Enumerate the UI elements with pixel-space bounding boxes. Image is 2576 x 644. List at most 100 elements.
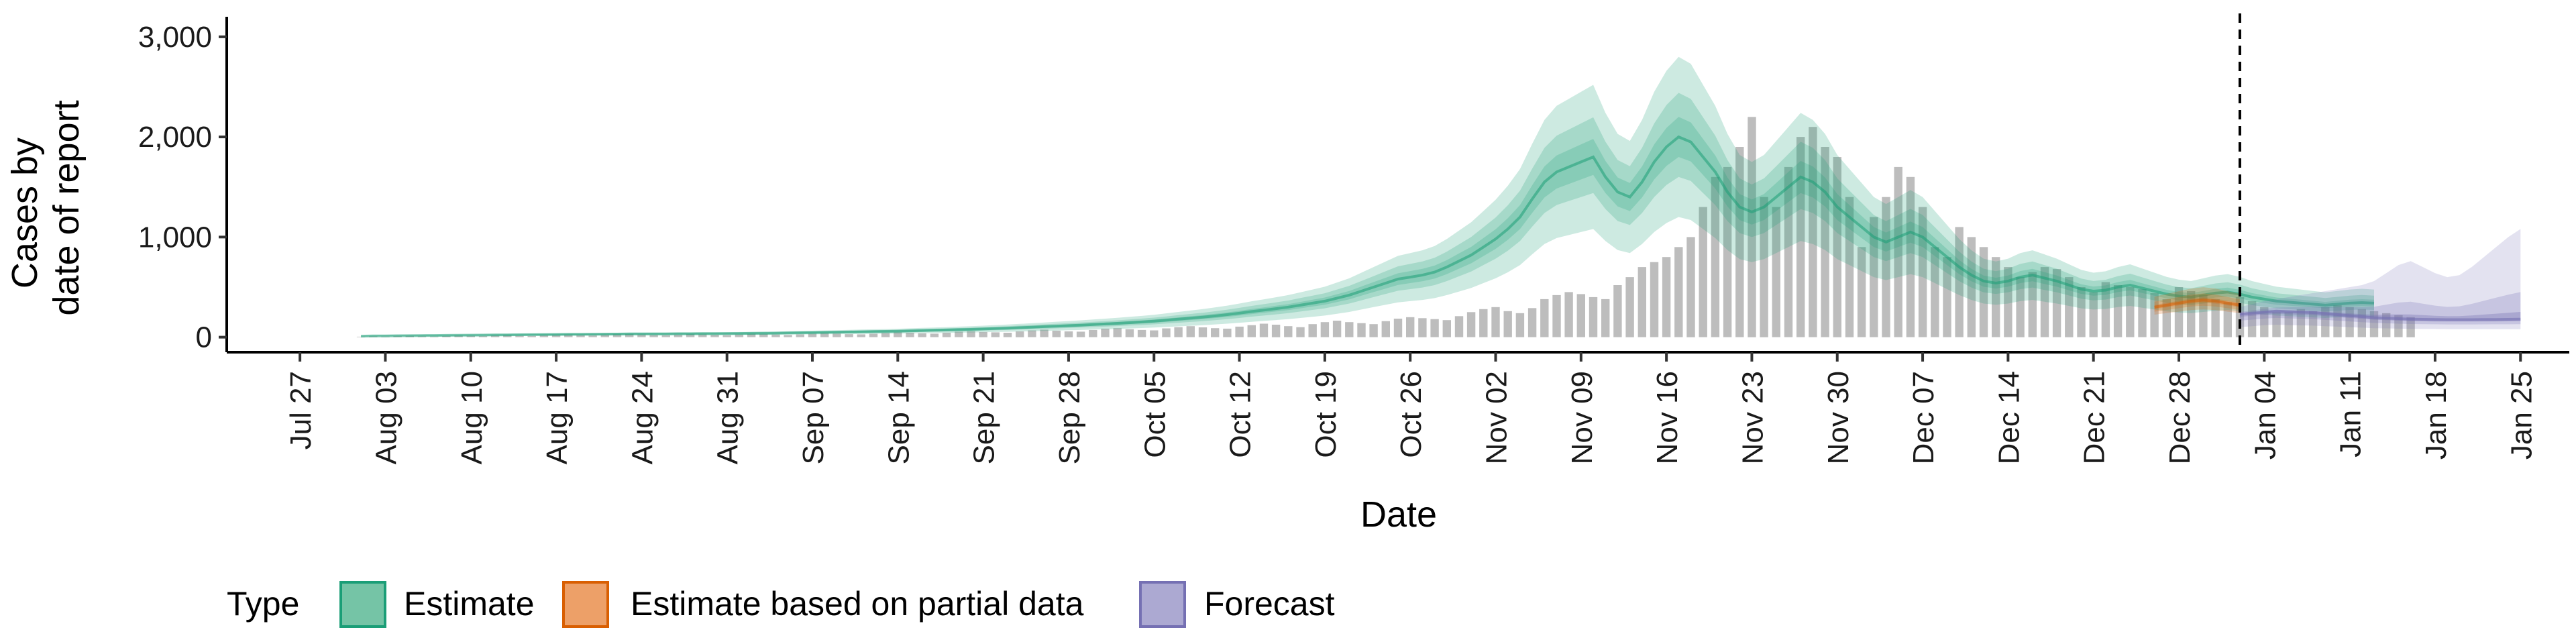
bar-2020-11-15 bbox=[1650, 262, 1659, 337]
bar-2020-09-04 bbox=[771, 334, 780, 337]
bar-2020-09-06 bbox=[796, 334, 804, 337]
x-tick-label: Aug 03 bbox=[370, 371, 402, 464]
bar-2020-09-17 bbox=[930, 333, 939, 337]
bar-2021-01-06 bbox=[2284, 312, 2293, 337]
bar-2020-12-18 bbox=[2052, 269, 2061, 337]
bar-2020-12-04 bbox=[1882, 197, 1890, 337]
x-tick-label: Jan 25 bbox=[2505, 371, 2538, 460]
y-axis-ticks: 0 1,000 2,000 3,000 bbox=[138, 21, 227, 354]
x-tick-label: Oct 26 bbox=[1395, 371, 1428, 458]
bar-2020-12-16 bbox=[2028, 272, 2037, 337]
partial-median-line bbox=[2154, 299, 2241, 309]
x-tick-label: Nov 09 bbox=[1566, 371, 1599, 464]
x-tick-label: Dec 14 bbox=[1992, 371, 2025, 464]
x-tick-label: Aug 17 bbox=[541, 371, 574, 464]
bar-2020-12-01 bbox=[1845, 197, 1854, 337]
bar-2020-09-01 bbox=[735, 334, 744, 337]
bar-2021-01-08 bbox=[2308, 311, 2318, 337]
estimate-series bbox=[361, 56, 2375, 338]
legend-label-partial: Estimate based on partial data bbox=[631, 585, 1084, 623]
x-tick-label: Aug 31 bbox=[712, 371, 745, 464]
bar-2020-09-09 bbox=[833, 333, 841, 337]
bar-2020-12-03 bbox=[1870, 217, 1878, 337]
bar-2020-12-21 bbox=[2089, 292, 2098, 337]
bar-2020-10-01 bbox=[1101, 328, 1110, 337]
bar-2020-12-12 bbox=[1979, 247, 1988, 337]
bar-2020-11-08 bbox=[1564, 292, 1573, 337]
x-axis-ticks: Jul 27 Aug 03 Aug 10 Aug 17 Aug 24 Aug 31 Sep … bbox=[284, 352, 2538, 464]
bar-2020-11-01 bbox=[1479, 309, 1488, 337]
bar-2020-10-02 bbox=[1113, 328, 1122, 337]
x-tick-label: Nov 30 bbox=[1822, 371, 1855, 464]
bar-2020-11-25 bbox=[1772, 207, 1780, 337]
bar-2021-01-16 bbox=[2406, 317, 2415, 337]
bar-2020-10-10 bbox=[1211, 328, 1220, 337]
bar-2020-09-28 bbox=[1064, 331, 1073, 337]
bar-2020-11-23 bbox=[1748, 117, 1756, 337]
bar-2020-08-12 bbox=[490, 335, 500, 337]
bar-2020-09-25 bbox=[1028, 330, 1036, 337]
bar-2020-12-06 bbox=[1906, 176, 1915, 337]
bar-2020-08-31 bbox=[722, 335, 731, 337]
bar-2020-10-12 bbox=[1235, 326, 1244, 337]
bar-2021-01-05 bbox=[2272, 312, 2281, 337]
x-tick-label: Jan 18 bbox=[2420, 371, 2453, 460]
bar-2020-12-05 bbox=[1894, 166, 1902, 337]
bar-2020-08-16 bbox=[539, 335, 549, 337]
bar-2020-10-06 bbox=[1162, 328, 1171, 337]
bar-2020-08-17 bbox=[551, 335, 561, 337]
x-tick-label: Oct 05 bbox=[1138, 371, 1171, 458]
bar-2020-12-26 bbox=[2150, 292, 2159, 337]
bar-2020-12-28 bbox=[2174, 287, 2184, 337]
bar-2020-08-25 bbox=[649, 335, 658, 337]
bar-2020-12-20 bbox=[2077, 287, 2086, 337]
y-tick-label: 2,000 bbox=[138, 121, 212, 154]
x-tick-label: Dec 07 bbox=[1907, 371, 1940, 464]
bar-2021-01-03 bbox=[2247, 301, 2257, 337]
x-tick-label: Nov 02 bbox=[1481, 371, 1513, 464]
bar-2020-10-19 bbox=[1320, 322, 1330, 337]
y-tick-label: 3,000 bbox=[138, 21, 212, 54]
y-tick-label: 1,000 bbox=[138, 221, 212, 254]
bar-2020-12-10 bbox=[1955, 227, 1964, 337]
bar-2020-12-02 bbox=[1857, 247, 1866, 337]
bar-2020-12-11 bbox=[1967, 237, 1976, 337]
bar-2020-11-06 bbox=[1540, 299, 1549, 337]
bar-2020-08-22 bbox=[612, 334, 622, 337]
bar-2020-09-23 bbox=[1003, 333, 1012, 337]
bar-2020-11-13 bbox=[1625, 277, 1634, 337]
x-tick-label: Aug 24 bbox=[626, 371, 659, 464]
bar-2020-11-03 bbox=[1503, 311, 1512, 337]
y-tick-label: 0 bbox=[196, 321, 212, 354]
bar-2020-08-24 bbox=[637, 334, 646, 337]
forecast-band-middle bbox=[2239, 292, 2521, 325]
y-axis-title: Cases by date of report bbox=[5, 100, 87, 315]
forecast-band-outer bbox=[2239, 229, 2521, 329]
legend: Type Estimate Estimate based on partial … bbox=[227, 581, 1335, 628]
y-axis-title-line-2: date of report bbox=[46, 100, 87, 315]
bar-2020-10-21 bbox=[1345, 322, 1354, 337]
bar-2020-12-08 bbox=[1931, 247, 1939, 337]
bar-2020-10-24 bbox=[1381, 321, 1390, 337]
bar-2021-01-15 bbox=[2394, 315, 2403, 337]
bar-2020-10-11 bbox=[1223, 328, 1232, 337]
bar-2021-01-01 bbox=[2223, 302, 2232, 337]
bar-2020-11-04 bbox=[1515, 313, 1525, 337]
forecast-median-line bbox=[2239, 309, 2521, 321]
bar-2020-10-20 bbox=[1332, 321, 1342, 337]
bar-2020-10-05 bbox=[1150, 330, 1159, 337]
bar-2020-08-15 bbox=[527, 335, 536, 337]
bar-2020-11-09 bbox=[1576, 294, 1585, 337]
bar-2020-08-29 bbox=[698, 334, 707, 337]
bar-2020-08-14 bbox=[515, 335, 524, 337]
x-tick-label: Sep 14 bbox=[882, 371, 915, 464]
bar-2020-09-10 bbox=[845, 334, 853, 337]
bar-2020-09-12 bbox=[869, 333, 878, 337]
bar-2020-09-29 bbox=[1076, 331, 1085, 337]
bar-2021-01-04 bbox=[2260, 307, 2269, 337]
bar-2020-09-19 bbox=[955, 331, 963, 337]
estimate-median-line bbox=[361, 135, 2375, 338]
bar-2020-11-24 bbox=[1760, 197, 1768, 337]
bar-2020-08-10 bbox=[466, 335, 475, 337]
bar-2020-08-11 bbox=[478, 336, 488, 337]
